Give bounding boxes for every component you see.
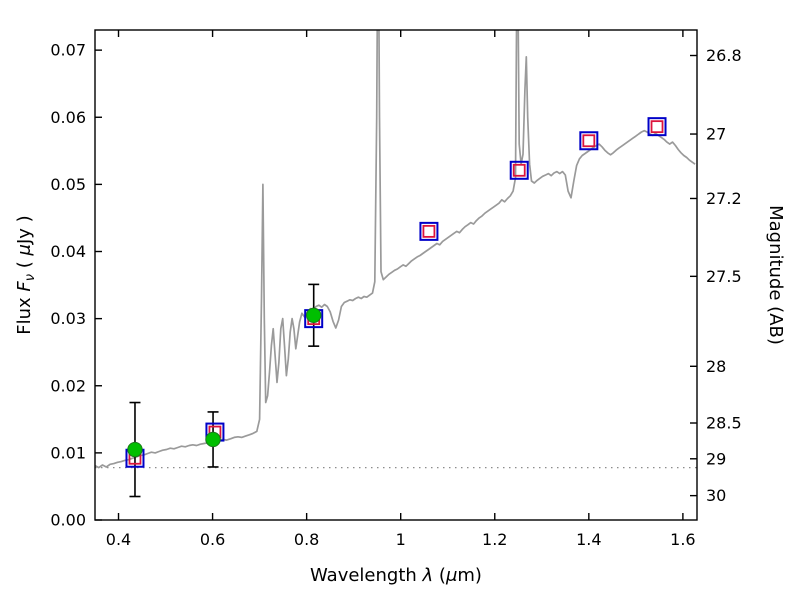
model-spectrum-line bbox=[95, 30, 696, 469]
magnitude-tick-label: 28 bbox=[706, 357, 726, 376]
x-axis-title: Wavelength λ (μm) bbox=[310, 565, 482, 586]
y-tick-label: 0.03 bbox=[50, 309, 86, 328]
magnitude-tick-label: 30 bbox=[706, 486, 726, 505]
axes-frame bbox=[94, 29, 698, 521]
magnitude-tick-label: 28.5 bbox=[706, 414, 742, 433]
magnitude-tick-label: 27.5 bbox=[706, 267, 742, 286]
model-photometry-outer-square bbox=[647, 117, 667, 137]
x-tick-label: 0.6 bbox=[200, 530, 225, 549]
magnitude-tick-label: 27 bbox=[706, 125, 726, 144]
x-tick-label: 1.2 bbox=[482, 530, 507, 549]
observed-photometry-point bbox=[127, 441, 143, 458]
x-tick-label: 0.8 bbox=[294, 530, 319, 549]
model-photometry-inner-square bbox=[422, 224, 436, 238]
x-tick-label: 1 bbox=[396, 530, 406, 549]
model-photometry-outer-square bbox=[579, 131, 599, 151]
left-y-axis-title: Flux Fν ( μJy ) bbox=[14, 215, 38, 334]
model-photometry-inner-square bbox=[512, 163, 526, 177]
y-tick-label: 0.07 bbox=[50, 41, 86, 60]
y-tick-label: 0.05 bbox=[50, 175, 86, 194]
x-tick-label: 1.6 bbox=[670, 530, 695, 549]
magnitude-tick-label: 27.2 bbox=[706, 189, 742, 208]
y-tick-label: 0.04 bbox=[50, 242, 86, 261]
magnitude-tick-label: 26.8 bbox=[706, 46, 742, 65]
right-y-axis-title: Magnitude (AB) bbox=[765, 205, 786, 345]
observed-photometry-point bbox=[305, 307, 322, 323]
model-photometry-inner-square bbox=[650, 120, 664, 134]
x-tick-label: 1.4 bbox=[576, 530, 601, 549]
magnitude-tick-label: 29 bbox=[706, 449, 726, 468]
y-tick-label: 0.06 bbox=[50, 108, 86, 127]
x-tick-label: 0.4 bbox=[106, 530, 131, 549]
model-photometry-inner-square bbox=[582, 134, 596, 148]
observed-photometry-point bbox=[205, 431, 221, 448]
y-tick-label: 0.01 bbox=[50, 443, 86, 462]
y-tick-label: 0.02 bbox=[50, 376, 86, 395]
y-tick-label: 0.00 bbox=[50, 511, 86, 530]
model-photometry-outer-square bbox=[419, 221, 439, 241]
model-photometry-outer-square bbox=[509, 160, 529, 180]
